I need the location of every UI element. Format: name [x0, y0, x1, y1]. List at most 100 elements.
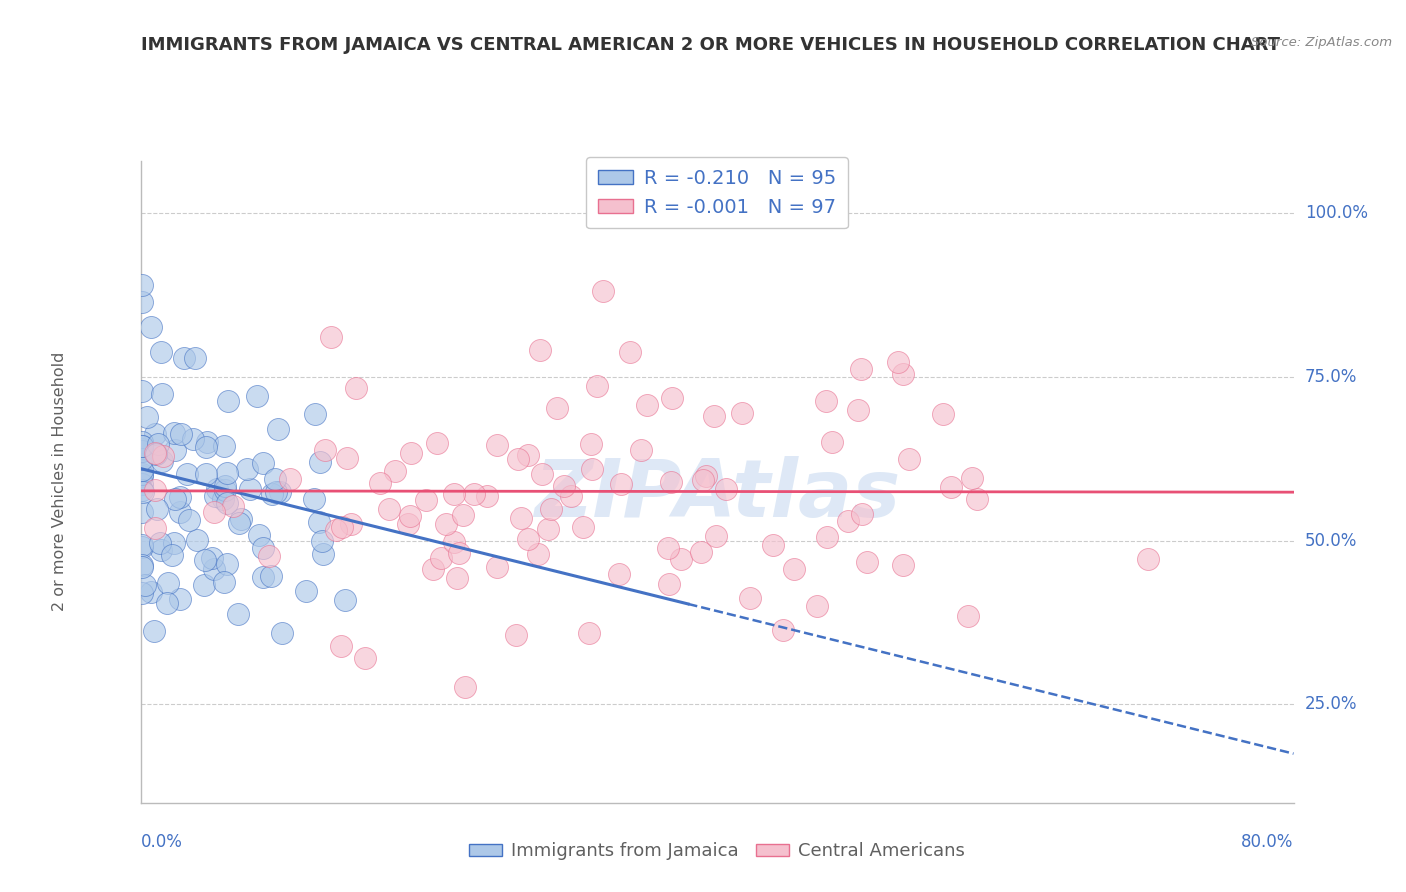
Point	[148, 437, 170, 451]
Point	[572, 519, 595, 533]
Point	[703, 409, 725, 424]
Point	[264, 471, 287, 485]
Point	[399, 446, 422, 460]
Point	[449, 546, 471, 560]
Point	[131, 467, 153, 481]
Point	[586, 379, 609, 393]
Point	[231, 511, 253, 525]
Point	[194, 552, 217, 566]
Point	[657, 577, 679, 591]
Point	[610, 476, 633, 491]
Point	[560, 489, 582, 503]
Point	[661, 475, 683, 489]
Point	[264, 484, 287, 499]
Point	[846, 402, 869, 417]
Legend: Immigrants from Jamaica, Central Americans: Immigrants from Jamaica, Central America…	[463, 835, 972, 868]
Point	[336, 450, 359, 465]
Point	[131, 469, 153, 483]
Point	[150, 387, 173, 401]
Point	[163, 536, 186, 550]
Point	[269, 485, 291, 500]
Point	[506, 451, 529, 466]
Point	[849, 362, 872, 376]
Point	[304, 491, 326, 506]
Text: 75.0%: 75.0%	[1305, 368, 1357, 386]
Point	[177, 513, 200, 527]
Point	[966, 491, 988, 506]
Point	[193, 578, 215, 592]
Point	[131, 384, 153, 399]
Point	[446, 570, 468, 584]
Point	[181, 432, 204, 446]
Point	[131, 277, 153, 292]
Point	[486, 438, 509, 452]
Point	[143, 521, 166, 535]
Point	[321, 330, 343, 344]
Point	[204, 489, 226, 503]
Point	[139, 320, 162, 334]
Point	[354, 650, 377, 665]
Point	[163, 426, 186, 441]
Point	[162, 549, 184, 563]
Point	[170, 426, 193, 441]
Point	[451, 508, 474, 523]
Point	[661, 391, 683, 405]
Point	[143, 427, 166, 442]
Point	[806, 599, 828, 613]
Point	[131, 538, 153, 552]
Point	[443, 486, 465, 500]
Point	[156, 597, 179, 611]
Point	[762, 538, 785, 552]
Point	[309, 455, 332, 469]
Point	[145, 447, 167, 461]
Point	[131, 439, 153, 453]
Point	[212, 439, 235, 453]
Point	[695, 468, 717, 483]
Point	[956, 609, 979, 624]
Point	[378, 502, 401, 516]
Point	[212, 491, 235, 506]
Point	[932, 408, 955, 422]
Point	[939, 480, 962, 494]
Point	[169, 591, 191, 606]
Point	[214, 575, 236, 590]
Point	[131, 442, 153, 456]
Point	[962, 470, 984, 484]
Point	[384, 464, 406, 478]
Point	[278, 472, 301, 486]
Point	[131, 439, 153, 453]
Point	[252, 569, 274, 583]
Point	[207, 482, 229, 496]
Point	[738, 591, 761, 606]
Point	[887, 355, 910, 369]
Point	[330, 519, 353, 533]
Point	[239, 482, 262, 496]
Point	[304, 408, 326, 422]
Point	[150, 344, 173, 359]
Point	[136, 409, 159, 424]
Point	[131, 558, 153, 573]
Point	[186, 533, 208, 547]
Point	[671, 552, 693, 566]
Point	[692, 474, 714, 488]
Point	[131, 477, 153, 491]
Point	[131, 540, 153, 554]
Point	[131, 586, 153, 600]
Point	[636, 398, 658, 412]
Point	[246, 388, 269, 402]
Text: 50.0%: 50.0%	[1305, 532, 1357, 549]
Point	[202, 505, 225, 519]
Point	[344, 381, 367, 395]
Point	[340, 517, 363, 532]
Point	[202, 562, 225, 576]
Text: 25.0%: 25.0%	[1305, 696, 1357, 714]
Point	[194, 467, 217, 482]
Point	[235, 462, 257, 476]
Point	[184, 351, 207, 365]
Point	[195, 434, 218, 449]
Point	[252, 456, 274, 470]
Text: 100.0%: 100.0%	[1305, 204, 1368, 222]
Point	[475, 489, 498, 503]
Point	[247, 528, 270, 542]
Point	[893, 368, 915, 382]
